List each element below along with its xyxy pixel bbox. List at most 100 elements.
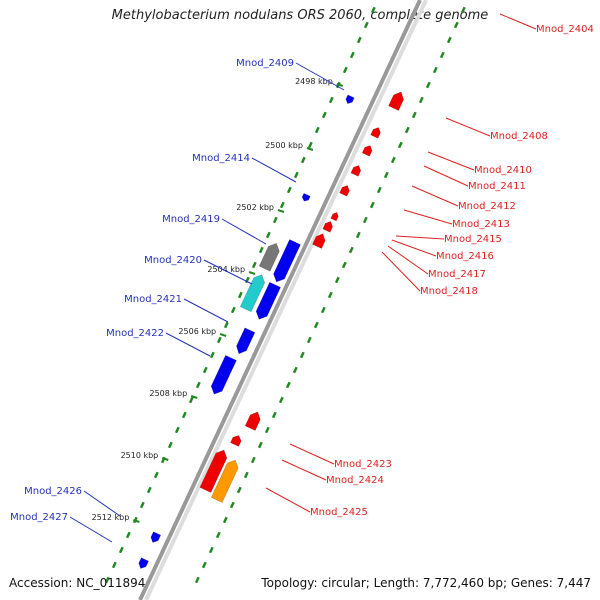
label-left: Mnod_2427 <box>10 512 68 523</box>
label-right: Mnod_2404 <box>536 24 594 35</box>
gc-right-dot <box>215 531 221 539</box>
leader-right <box>281 459 327 481</box>
gc-right-dot <box>432 66 438 74</box>
leader-right <box>427 151 475 171</box>
gc-left-dot <box>167 441 173 449</box>
gc-right-dot <box>376 186 382 194</box>
gc-right-dot <box>404 126 410 134</box>
gc-right-dot <box>390 156 396 164</box>
gc-left-dot <box>300 156 306 164</box>
label-right: Mnod_2423 <box>334 459 392 470</box>
gc-left-dot <box>370 6 376 14</box>
gc-right-dot <box>257 441 263 449</box>
leader-left <box>251 157 297 183</box>
genes <box>138 91 404 569</box>
gc-right-dot <box>194 576 200 584</box>
leader-left <box>69 516 113 543</box>
tick-label: 2508 kbp <box>149 389 187 398</box>
gene-mnod-2413 <box>339 185 350 197</box>
gc-left-dot <box>244 276 250 284</box>
gc-left-dot <box>125 531 131 539</box>
gene-mnod-2423b <box>230 435 242 447</box>
gc-right-dot <box>271 411 277 419</box>
gc-right-dot <box>208 546 214 554</box>
gc-left-dot <box>314 126 320 134</box>
gc-left-dot <box>188 396 194 404</box>
backbone-line <box>138 0 422 600</box>
gc-left-dot <box>363 21 369 29</box>
gc-dots-left <box>104 6 376 584</box>
gc-right-dot <box>397 141 403 149</box>
gc-right-dot <box>299 351 305 359</box>
gene-mnod-2422 <box>236 327 256 355</box>
gene-mnod-2408 <box>388 91 404 111</box>
gc-left-dot <box>307 141 313 149</box>
gc-right-dot <box>411 111 417 119</box>
gc-right-dot <box>348 246 354 254</box>
gene-mnod-2420 <box>239 274 265 313</box>
gc-left-dot <box>111 561 117 569</box>
gc-left-dot <box>181 411 187 419</box>
leader-right <box>381 251 421 292</box>
gc-left-dot <box>342 66 348 74</box>
ticks: 2498 kbp 2500 kbp 2502 kbp 2504 kbp 2506 kbp… <box>92 77 344 523</box>
gc-right-dot <box>446 36 452 44</box>
gc-right-dot <box>355 231 361 239</box>
gc-left-dot <box>272 216 278 224</box>
tick-mark <box>277 209 285 213</box>
accession-text: Accession: NC_011894 <box>9 576 146 590</box>
gc-left-dot <box>153 471 159 479</box>
leader-right <box>499 13 537 30</box>
leader-right <box>403 209 453 225</box>
gene-mnod-2426 <box>150 531 162 543</box>
gc-right-dot <box>320 306 326 314</box>
label-left: Mnod_2409 <box>236 58 294 69</box>
gc-left-dot <box>195 381 201 389</box>
gene-mnod-2412 <box>350 165 362 177</box>
tick-label: 2504 kbp <box>207 265 245 274</box>
tick-label: 2506 kbp <box>178 327 216 336</box>
gc-right-dot <box>460 6 466 14</box>
label-right: Mnod_2408 <box>490 131 548 142</box>
tick-label: 2500 kbp <box>265 141 303 150</box>
label-left: Mnod_2426 <box>24 486 82 497</box>
gc-left-dot <box>237 291 243 299</box>
gc-right-dot <box>285 381 291 389</box>
gc-left-dot <box>146 486 152 494</box>
gc-right-dot <box>327 291 333 299</box>
gc-right-dot <box>229 501 235 509</box>
gc-left-dot <box>286 186 292 194</box>
topology-text: Topology: circular; Length: 7,772,460 bp… <box>261 576 591 590</box>
label-right: Mnod_2413 <box>452 219 510 230</box>
gc-left-dot <box>356 36 362 44</box>
gc-right-dot <box>222 516 228 524</box>
tick-mark <box>161 457 169 461</box>
gc-right-dot <box>264 426 270 434</box>
map-title: Methylobacterium nodulans ORS 2060, comp… <box>111 8 489 23</box>
gc-left-dot <box>209 351 215 359</box>
tick-mark <box>306 147 314 151</box>
tick-label: 2502 kbp <box>236 203 274 212</box>
gc-left-dot <box>265 231 271 239</box>
gc-dots-right <box>194 6 466 584</box>
gc-left-dot <box>293 171 299 179</box>
gc-right-dot <box>341 261 347 269</box>
gc-left-dot <box>258 246 264 254</box>
tick-label: 2498 kbp <box>295 77 333 86</box>
leader-left <box>165 332 211 357</box>
gene-mnod-2419b <box>273 239 301 283</box>
label-left: Mnod_2420 <box>144 255 202 266</box>
label-right: Mnod_2417 <box>428 269 486 280</box>
gene-mnod-2410 <box>370 127 381 139</box>
leader-left <box>83 490 121 517</box>
gene-mnod-2424 <box>199 449 228 493</box>
leader-left <box>221 218 267 245</box>
gc-left-dot <box>223 321 229 329</box>
tick-mark <box>248 271 256 275</box>
gc-left-dot <box>174 426 180 434</box>
gc-left-dot <box>202 366 208 374</box>
gc-right-dot <box>313 321 319 329</box>
backbone <box>138 0 428 600</box>
gene-mnod-2416 <box>322 221 333 233</box>
